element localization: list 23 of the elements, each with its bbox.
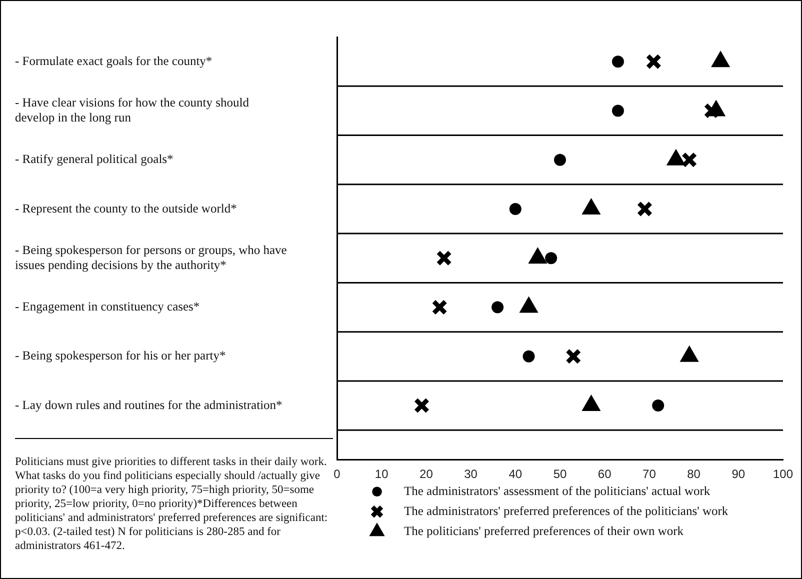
y-tick-label: - Formulate exact goals for the county* <box>15 54 212 68</box>
y-tick-label: - Being spokesperson for persons or groups, who have issues pending decisions by the authority* <box>15 242 288 272</box>
x-tick-label: 50 <box>553 467 567 482</box>
x-tick-label: 0 <box>334 467 341 482</box>
x-tick-label: 60 <box>598 467 612 482</box>
x-tick-label: 20 <box>420 467 434 482</box>
x-tick-label: 30 <box>464 467 478 482</box>
y-tick-label: - Represent the county to the outside world* <box>15 201 237 216</box>
legend-label: The administrators' assessment of the politicians' actual work <box>404 484 711 498</box>
y-tick-label: - Being spokesperson for his or her party* <box>15 348 226 363</box>
legend-label: The administrators' preferred preferences of the politicians' work <box>404 504 729 518</box>
x-tick-label: 100 <box>772 467 794 482</box>
x-tick-label: 70 <box>642 467 656 482</box>
y-tick-label: - Have clear visions for how the county should develop in the long run <box>15 95 250 124</box>
y-tick-label: - Engagement in constituency cases* <box>15 300 200 314</box>
legend-label: The politicians' preferred preferences of their own work <box>404 524 684 538</box>
text: Politicians must give priorities to different tasks in their daily work. What tasks do you find politicians especially should /actually give priority to? (100=a very high priority, 75=high priority, 50=some priority, 25=low priority, 0=no priority)*Differences between politicians' and administrators' preferred preferences are significant: p<0.03. (2-tailed test) N for politicians is 280-285 and for administrators 461-472. <box>15 438 333 553</box>
x-tick-label: 90 <box>732 467 746 482</box>
x-tick-label: 10 <box>374 467 389 482</box>
y-tick-label: - Lay down rules and routines for the administration* <box>15 398 282 412</box>
x-tick-label: 40 <box>508 467 522 482</box>
y-tick-label: - Ratify general political goals* <box>15 152 174 166</box>
x-tick-label: 80 <box>687 467 701 482</box>
